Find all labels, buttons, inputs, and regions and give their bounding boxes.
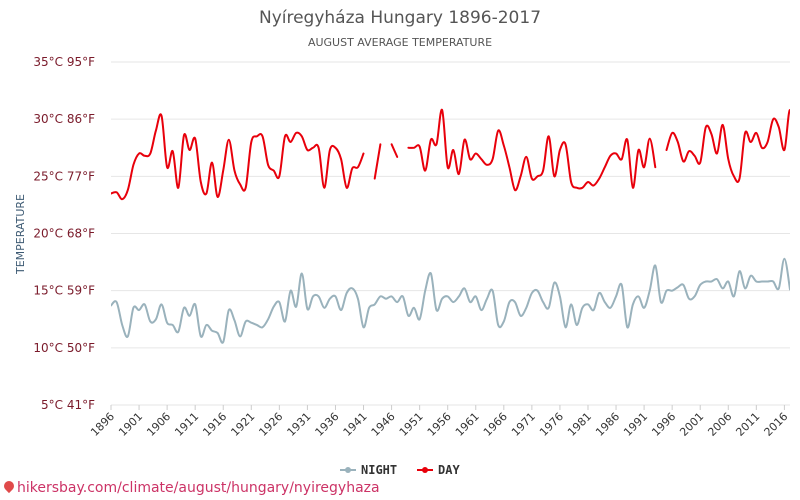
grid-lines [111,61,790,406]
y-tick-label: 5°C 41°F [41,398,95,412]
x-tick-label: 2006 [705,410,734,439]
x-tick-label: 1921 [228,410,257,439]
x-tick-label: 2016 [762,410,791,439]
x-tick-label: 1971 [509,410,538,439]
series-line-day [373,143,382,180]
chart-subtitle: AUGUST AVERAGE TEMPERATURE [308,36,492,49]
x-tick-label: 1966 [481,410,510,439]
x-tick-labels: 1896 1901 1906 1911 1916 1921 1926 1931 1936 1941… [88,405,791,439]
legend-day-marker [422,467,428,473]
x-tick-label: 1896 [88,410,117,439]
x-tick-label: 1931 [285,410,314,439]
x-tick-label: 1961 [453,410,482,439]
legend-item-night[interactable]: NIGHT [340,463,397,477]
x-tick-label: 1981 [565,410,594,439]
x-tick-label: 1936 [313,410,342,439]
series-line-night [111,257,790,344]
x-tick-label: 1916 [200,410,229,439]
series-lines [111,108,790,344]
x-tick-label: 2011 [733,410,762,439]
location-pin-icon [1,478,17,494]
y-tick-labels: 35°C 95°F 30°C 86°F 25°C 77°F 20°C 68°F 15°C… [33,55,95,412]
y-tick-label: 25°C 77°F [33,169,95,183]
x-tick-label: 1911 [172,410,201,439]
x-tick-label: 1901 [116,410,145,439]
series-night [111,257,790,344]
series-day [111,108,790,201]
attribution-link[interactable]: hikersbay.com/climate/august/hungary/nyi… [1,478,380,496]
legend-night-marker [345,467,351,473]
series-line-day [390,143,399,158]
legend-night-label: NIGHT [361,463,397,477]
legend-item-day[interactable]: DAY [417,463,460,477]
x-tick-label: 1976 [537,410,566,439]
chart-title: Nyíregyháza Hungary 1896-2017 [259,8,541,28]
series-line-day [407,108,657,192]
legend-day-label: DAY [438,463,460,477]
series-line-day [665,108,790,183]
x-tick-label: 1986 [593,410,622,439]
x-tick-label: 1991 [621,410,650,439]
attribution-text: hikersbay.com/climate/august/hungary/nyi… [17,480,380,496]
legend[interactable]: NIGHT DAY [340,463,460,477]
y-axis-label: TEMPERATURE [14,194,27,275]
x-tick-label: 2001 [677,410,706,439]
y-tick-label: 10°C 50°F [33,341,95,355]
x-tick-label: 1941 [341,410,370,439]
y-tick-label: 30°C 86°F [33,112,95,126]
x-tick-label: 1996 [649,410,678,439]
y-tick-label: 15°C 59°F [33,284,95,298]
y-tick-label: 35°C 95°F [33,55,95,69]
y-tick-label: 20°C 68°F [33,227,95,241]
x-tick-label: 1956 [425,410,454,439]
x-tick-label: 1951 [397,410,426,439]
x-tick-label: 1946 [369,410,398,439]
series-line-day [111,113,365,201]
x-tick-label: 1906 [144,410,173,439]
x-tick-label: 1926 [256,410,285,439]
